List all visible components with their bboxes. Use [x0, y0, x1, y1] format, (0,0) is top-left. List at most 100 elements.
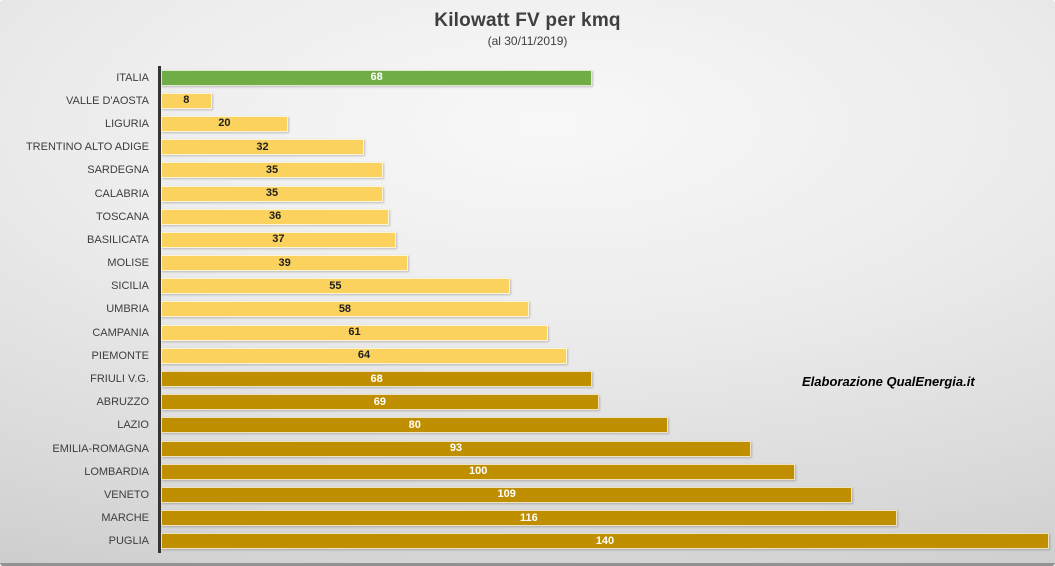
category-label: ABRUZZO [96, 396, 149, 409]
bar-row: ABRUZZO 69 [10, 390, 1049, 414]
bar-track: 93 [158, 437, 1049, 461]
chart-title: Kilowatt FV per kmq [434, 10, 621, 31]
bar-track: 100 [158, 460, 1049, 484]
category-label: PUGLIA [108, 535, 149, 548]
bar-track: 35 [158, 181, 1049, 206]
bar-row: LAZIO 80 [10, 413, 1049, 437]
chart-subtitle: (al 30/11/2019) [487, 34, 568, 48]
category-label: VENETO [103, 488, 149, 501]
bar-row: PUGLIA 140 [10, 529, 1049, 553]
bar-track: 35 [158, 158, 1049, 182]
bar-value-label: 68 [370, 71, 383, 84]
bar-row: VENETO 109 [10, 483, 1049, 507]
bar-value-label: 109 [497, 488, 516, 501]
bar-value-label: 80 [408, 418, 421, 431]
bar-dark[interactable]: 100 [161, 463, 796, 480]
bar-track: 39 [158, 251, 1049, 275]
bar-row: LOMBARDIA 100 [10, 460, 1049, 484]
bar-light[interactable]: 35 [161, 185, 383, 202]
bar-value-label: 55 [329, 279, 342, 292]
bar-value-label: 36 [269, 210, 282, 223]
category-label: MOLISE [107, 257, 149, 270]
bar-dark[interactable]: 93 [161, 440, 751, 457]
bar-row: ITALIA 68 [10, 66, 1049, 90]
bar-dark[interactable]: 80 [161, 417, 669, 434]
bar-value-label: 93 [449, 442, 463, 455]
bar-green[interactable]: 68 [161, 69, 593, 86]
bar-value-label: 37 [272, 233, 285, 246]
bar-row: MOLISE 39 [10, 251, 1049, 275]
bar-track: 58 [158, 297, 1049, 322]
bar-row: VALLE D'AOSTA 8 [10, 89, 1049, 113]
bar-dark[interactable]: 69 [161, 394, 599, 411]
category-label: LOMBARDIA [84, 465, 149, 478]
title-block: Kilowatt FV per kmq (al 30/11/2019) [0, 10, 1055, 48]
bar-track: 61 [158, 321, 1049, 345]
bar-dark[interactable]: 68 [161, 371, 593, 388]
bar-value-label: 69 [373, 395, 386, 408]
bar-row: UMBRIA 58 [10, 297, 1049, 322]
bar-row: BASILICATA 37 [10, 228, 1049, 252]
source-annotation: Elaborazione QualEnergia.it [802, 374, 975, 389]
bar-row: TRENTINO ALTO ADIGE 32 [10, 135, 1049, 159]
bar-light[interactable]: 61 [161, 324, 548, 341]
bar-light[interactable]: 39 [161, 255, 409, 272]
bar-value-label: 140 [595, 534, 615, 547]
bar-track: 116 [158, 506, 1049, 530]
bar-track: 8 [158, 89, 1049, 113]
bar-chart: ITALIA 68 VALLE D'AOSTA 8 LIGURIA 20 TRENTINO … [10, 66, 1049, 553]
category-label: MARCHE [101, 512, 149, 525]
bar-light[interactable]: 20 [161, 115, 288, 132]
bar-light[interactable]: 64 [161, 347, 567, 364]
bar-value-label: 35 [265, 187, 279, 200]
bar-value-label: 20 [218, 117, 231, 130]
category-label: LAZIO [117, 419, 149, 432]
category-label: TRENTINO ALTO ADIGE [25, 141, 149, 154]
bar-value-label: 64 [357, 349, 371, 362]
bar-value-label: 39 [278, 256, 291, 269]
bar-light[interactable]: 35 [161, 162, 383, 179]
bar-track: 68 [158, 66, 1049, 90]
bar-value-label: 8 [183, 94, 190, 107]
bar-value-label: 100 [468, 465, 488, 478]
bar-row: LIGURIA 20 [10, 112, 1049, 136]
bar-row: TOSCANA 36 [10, 205, 1049, 229]
bar-light[interactable]: 58 [161, 301, 529, 318]
bar-row: PIEMONTE 64 [10, 344, 1049, 368]
bar-track: 64 [158, 344, 1049, 368]
bar-light[interactable]: 8 [161, 92, 212, 109]
category-label: CALABRIA [94, 187, 149, 200]
bar-value-label: 35 [265, 163, 279, 176]
bar-light[interactable]: 37 [161, 231, 396, 248]
bar-track: 32 [158, 135, 1049, 159]
bar-track: 140 [158, 529, 1049, 553]
bar-track: 68 [158, 367, 1049, 391]
bar-dark[interactable]: 116 [161, 510, 897, 527]
bar-value-label: 58 [338, 302, 352, 315]
category-label: PIEMONTE [91, 349, 149, 362]
category-label: EMILIA-ROMAGNA [52, 442, 149, 455]
bar-track: 80 [158, 413, 1049, 437]
bar-value-label: 68 [370, 372, 383, 385]
bar-row: EMILIA-ROMAGNA 93 [10, 437, 1049, 461]
bar-value-label: 61 [348, 326, 361, 339]
bar-row: FRIULI V.G. 68 [10, 367, 1049, 391]
category-label: SARDEGNA [87, 164, 149, 177]
bar-light[interactable]: 32 [161, 139, 364, 156]
bar-track: 69 [158, 390, 1049, 414]
category-label: UMBRIA [106, 303, 149, 316]
bar-row: MARCHE 116 [10, 506, 1049, 530]
bar-dark[interactable]: 109 [161, 486, 853, 503]
category-label: FRIULI V.G. [90, 373, 149, 386]
category-label: CAMPANIA [92, 326, 149, 339]
category-label: TOSCANA [96, 210, 149, 223]
category-label: VALLE D'AOSTA [66, 94, 149, 107]
bar-dark[interactable]: 140 [161, 533, 1049, 550]
bar-track: 109 [158, 483, 1049, 507]
bar-row: CAMPANIA 61 [10, 321, 1049, 345]
bar-row: SICILIA 55 [10, 274, 1049, 298]
bar-light[interactable]: 36 [161, 208, 390, 225]
bar-value-label: 116 [520, 511, 538, 524]
bar-light[interactable]: 55 [161, 278, 510, 295]
